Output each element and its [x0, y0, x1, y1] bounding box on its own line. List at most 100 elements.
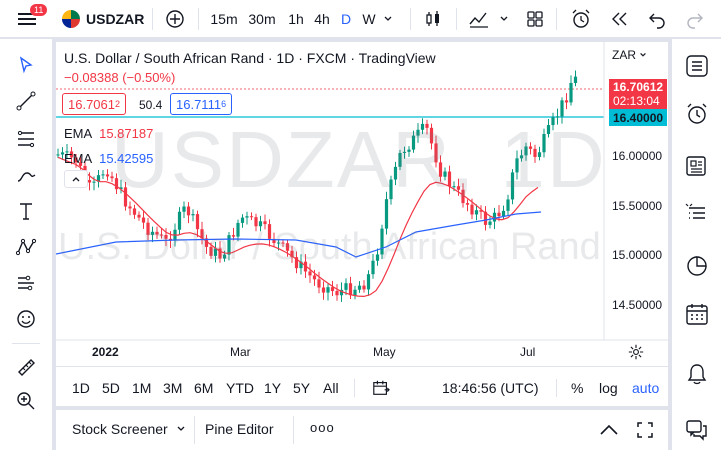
currency-menu[interactable]: ZAR: [612, 48, 647, 62]
candle-body: [128, 206, 132, 209]
cursor-tool[interactable]: [8, 49, 44, 81]
candle-body: [164, 234, 168, 239]
candle-body: [186, 206, 191, 216]
range-6m[interactable]: 6M: [194, 380, 214, 396]
interval-30m[interactable]: 30m: [248, 11, 276, 27]
interval-w[interactable]: W: [362, 11, 376, 27]
prediction-tool[interactable]: [8, 267, 44, 299]
news-button[interactable]: [680, 149, 714, 183]
symbol-search-button[interactable]: USDZAR: [62, 0, 148, 38]
range-1y[interactable]: 1Y: [264, 380, 282, 396]
candle-body: [479, 210, 483, 212]
brush-tool[interactable]: [8, 159, 44, 191]
undo-icon: [649, 13, 665, 29]
candle-body: [443, 171, 447, 177]
candle-body: [132, 208, 137, 215]
range-1m[interactable]: 1M: [132, 380, 152, 396]
ideas-stream-icon: [685, 203, 705, 219]
calendar-button[interactable]: [680, 297, 714, 331]
auto-scale-toggle[interactable]: auto: [632, 380, 660, 396]
buy-price-pip: 6: [221, 99, 227, 109]
candle-body: [245, 216, 249, 218]
interval-4h[interactable]: 4h: [314, 11, 330, 27]
ema-fast-legend[interactable]: EMA 15.87187: [64, 126, 153, 141]
hline-price-tag: 16.40000: [609, 109, 667, 126]
candle-body: [119, 187, 123, 190]
user-menu-button[interactable]: 11: [6, 0, 48, 38]
ema-fast-line: [57, 156, 539, 298]
pine-editor-tab[interactable]: Pine Editor: [205, 421, 274, 437]
interval-1h[interactable]: 1h: [288, 11, 304, 27]
candle-body: [339, 289, 344, 296]
candle-body: [258, 221, 263, 227]
candle-body: [240, 217, 245, 223]
trendline-tool[interactable]: [8, 85, 44, 117]
candle-body: [294, 257, 299, 269]
range-3m[interactable]: 3M: [163, 380, 183, 396]
compare-button[interactable]: [162, 0, 188, 38]
maximize-panel-button[interactable]: [636, 421, 654, 442]
candle-body: [231, 235, 236, 237]
chart-type-button[interactable]: [420, 0, 446, 38]
range-ytd[interactable]: YTD: [226, 380, 254, 396]
alerts-button[interactable]: [680, 97, 714, 131]
fib-tool[interactable]: [8, 123, 44, 155]
range-1d[interactable]: 1D: [72, 380, 90, 396]
hotlists-button[interactable]: [680, 249, 714, 283]
stock-screener-label: Stock Screener: [72, 421, 168, 437]
stock-screener-tab[interactable]: Stock Screener: [72, 421, 186, 437]
sell-price-box[interactable]: 16.7061 2: [62, 93, 127, 115]
notification-badge: 11: [30, 4, 48, 16]
candle-body: [114, 178, 119, 190]
interval-dropdown[interactable]: [380, 0, 396, 38]
chart-pane[interactable]: USDZAR, 1D U.S. Dollar / South African R…: [56, 42, 668, 406]
collapse-legend-button[interactable]: [64, 170, 88, 188]
range-all[interactable]: All: [323, 380, 339, 396]
expand-panel-button[interactable]: [598, 421, 620, 442]
ideas-stream-button[interactable]: [680, 197, 714, 231]
notifications-button[interactable]: [680, 357, 714, 391]
candle-body: [564, 100, 569, 103]
candle-body: [123, 187, 128, 207]
candle-body: [308, 271, 312, 276]
chart-settings-button[interactable]: [628, 344, 644, 363]
interval-15m[interactable]: 15m: [210, 11, 238, 27]
icon-tool[interactable]: [8, 303, 44, 335]
alert-button[interactable]: [568, 0, 594, 38]
indicators-dropdown[interactable]: [494, 0, 514, 38]
indicators-button[interactable]: [466, 0, 492, 38]
more-tabs-button[interactable]: ooo: [310, 420, 335, 435]
candle-body: [209, 246, 213, 256]
price-chart[interactable]: [56, 42, 668, 406]
log-scale-toggle[interactable]: log: [599, 380, 618, 396]
replay-button[interactable]: [606, 0, 632, 38]
utc-clock[interactable]: 18:46:56 (UTC): [442, 380, 539, 396]
alarm-clock-icon: [687, 103, 707, 124]
interval-d[interactable]: D: [340, 11, 352, 27]
candle-body: [402, 151, 407, 153]
undo-button[interactable]: [644, 0, 670, 38]
candle-body: [105, 174, 110, 177]
text-tool[interactable]: [8, 195, 44, 227]
candle-body: [537, 152, 542, 157]
watchlist-button[interactable]: [680, 49, 714, 83]
chat-button[interactable]: [680, 413, 714, 447]
layout-button[interactable]: [522, 0, 548, 38]
measure-tool[interactable]: [8, 351, 44, 383]
range-5y[interactable]: 5Y: [293, 380, 311, 396]
candle-body: [353, 289, 357, 296]
range-5d[interactable]: 5D: [102, 380, 120, 396]
redo-button[interactable]: [682, 0, 708, 38]
buy-price-box[interactable]: 16.7111 6: [170, 93, 233, 115]
candle-body: [393, 166, 398, 180]
candle-body: [200, 229, 204, 239]
ema-slow-legend[interactable]: EMA 15.42595: [64, 151, 153, 166]
percent-scale-toggle[interactable]: %: [571, 380, 584, 396]
candle-body: [425, 123, 429, 128]
candle-body: [416, 129, 420, 136]
pattern-tool[interactable]: [8, 231, 44, 263]
candle-body: [312, 275, 317, 280]
zoom-tool[interactable]: [8, 385, 44, 417]
goto-date-button[interactable]: [372, 375, 390, 401]
candle-body: [137, 214, 141, 218]
